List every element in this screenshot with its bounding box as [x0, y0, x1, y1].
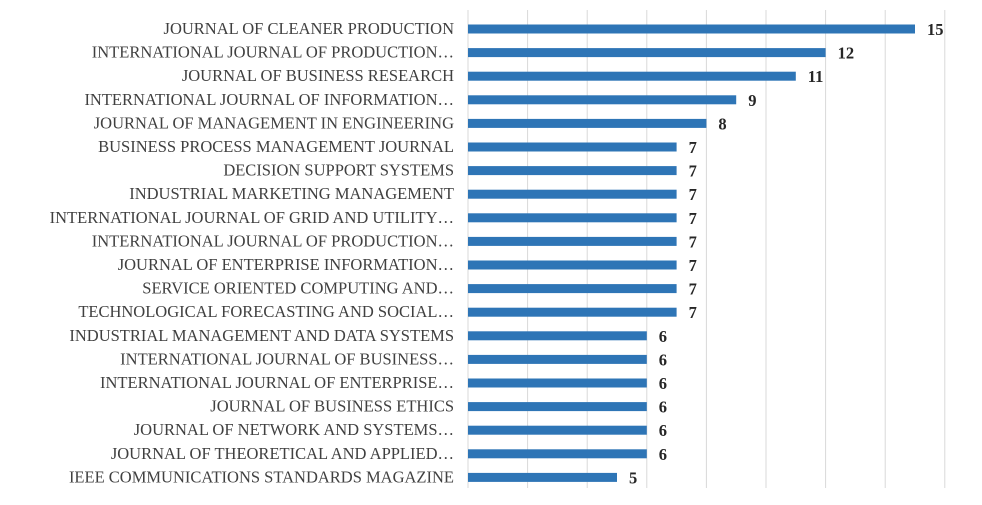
category-label: JOURNAL OF CLEANER PRODUCTION — [164, 19, 455, 38]
bar — [468, 425, 647, 435]
category-label: TECHNOLOGICAL FORECASTING AND SOCIAL… — [78, 302, 454, 321]
bar — [468, 213, 677, 223]
category-label: INTERNATIONAL JOURNAL OF ENTERPRISE… — [100, 373, 454, 392]
bar — [468, 307, 677, 317]
bar — [468, 472, 617, 482]
category-label: INTERNATIONAL JOURNAL OF BUSINESS… — [120, 349, 454, 368]
bar — [468, 449, 647, 459]
bar — [468, 354, 647, 364]
value-label: 11 — [808, 67, 824, 86]
bar — [468, 260, 677, 270]
category-label: SERVICE ORIENTED COMPUTING AND… — [142, 279, 454, 298]
value-label: 6 — [659, 327, 667, 346]
bar — [468, 142, 677, 152]
bar — [468, 284, 677, 294]
value-label: 7 — [689, 138, 697, 157]
category-label: JOURNAL OF BUSINESS RESEARCH — [182, 66, 454, 85]
category-label: INDUSTRIAL MARKETING MANAGEMENT — [129, 184, 454, 203]
category-labels: JOURNAL OF CLEANER PRODUCTION INTERNATION… — [50, 19, 454, 486]
bar — [468, 166, 677, 176]
bar — [468, 48, 826, 58]
value-label: 7 — [689, 162, 697, 181]
value-label: 5 — [629, 468, 637, 487]
category-label: JOURNAL OF NETWORK AND SYSTEMS… — [134, 420, 454, 439]
value-label: 6 — [659, 374, 667, 393]
value-label: 6 — [659, 421, 667, 440]
value-label: 6 — [659, 445, 667, 464]
bar — [468, 236, 677, 246]
category-label: JOURNAL OF THEORETICAL AND APPLIED… — [111, 444, 454, 463]
bar — [468, 402, 647, 412]
value-label: 7 — [689, 303, 697, 322]
category-label: JOURNAL OF BUSINESS ETHICS — [210, 397, 454, 416]
value-label: 7 — [689, 185, 697, 204]
bar — [468, 24, 915, 34]
bar — [468, 95, 737, 105]
value-label: 7 — [689, 232, 697, 251]
value-labels: 15 12 11 9 8 7 7 7 7 7 7 7 7 6 6 6 6 6 6 5 — [629, 20, 944, 487]
bar — [468, 71, 796, 81]
category-label: INTERNATIONAL JOURNAL OF PRODUCTION… — [92, 43, 454, 62]
bar — [468, 378, 647, 388]
value-label: 7 — [689, 209, 697, 228]
value-label: 6 — [659, 398, 667, 417]
category-label: INDUSTRIAL MANAGEMENT AND DATA SYSTEMS — [69, 326, 454, 345]
bar — [468, 118, 707, 128]
value-label: 12 — [838, 44, 855, 63]
value-label: 9 — [748, 91, 756, 110]
value-label: 7 — [689, 256, 697, 275]
bar — [468, 331, 647, 341]
value-label: 6 — [659, 350, 667, 369]
value-label: 7 — [689, 280, 697, 299]
gridlines — [467, 10, 946, 488]
category-label: BUSINESS PROCESS MANAGEMENT JOURNAL — [98, 137, 454, 156]
category-label: INTERNATIONAL JOURNAL OF PRODUCTION… — [92, 231, 454, 250]
category-label: INTERNATIONAL JOURNAL OF INFORMATION… — [84, 90, 454, 109]
bar — [468, 189, 677, 199]
category-label: INTERNATIONAL JOURNAL OF GRID AND UTILIT… — [50, 208, 454, 227]
category-label: IEEE COMMUNICATIONS STANDARDS MAGAZINE — [69, 467, 454, 486]
value-label: 15 — [927, 20, 944, 39]
category-label: DECISION SUPPORT SYSTEMS — [223, 161, 454, 180]
category-label: JOURNAL OF ENTERPRISE INFORMATION… — [118, 255, 454, 274]
category-label: JOURNAL OF MANAGEMENT IN ENGINEERING — [94, 113, 454, 132]
bars — [468, 24, 915, 482]
value-label: 8 — [718, 114, 726, 133]
